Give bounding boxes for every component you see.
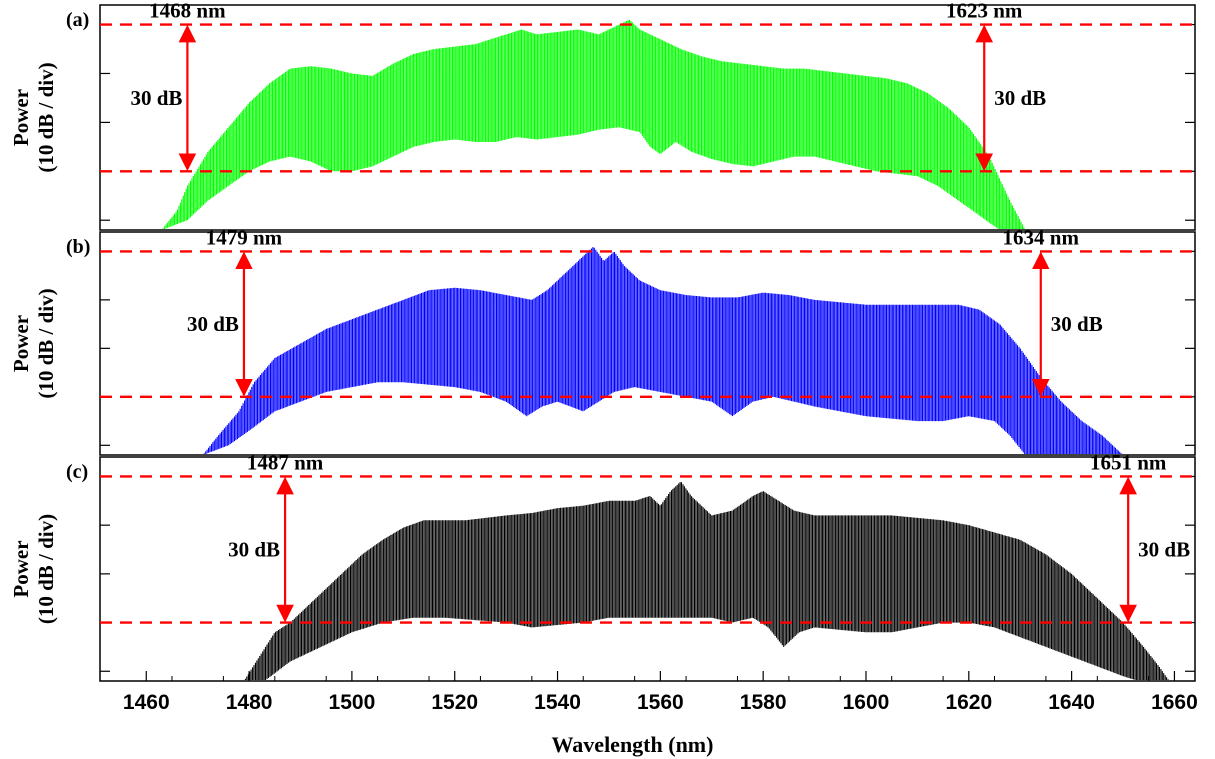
y-axis-label-line2: (10 dB / div): [34, 514, 58, 624]
x-tick-label: 1580: [740, 691, 787, 714]
y-axis-label-line1: Power: [9, 315, 33, 372]
spectrum-trace: [203, 247, 1122, 454]
spectrum-trace: [162, 19, 1025, 229]
x-axis-label: Wavelength (nm): [552, 732, 714, 757]
panel-frame: [99, 456, 1196, 682]
right-delta-label: 30 dB: [1138, 538, 1190, 562]
x-tick-label: 1560: [637, 691, 684, 714]
x-tick-label: 1520: [431, 691, 478, 714]
x-tick-label: 1500: [329, 691, 376, 714]
left-delta-label: 30 dB: [187, 312, 239, 336]
x-tick-label: 1480: [226, 691, 273, 714]
panel-label: (b): [66, 236, 90, 258]
y-axis-label-line1: Power: [9, 540, 33, 597]
right-wavelength-label: 1623 nm: [946, 0, 1023, 23]
y-axis-label: Power (10 dB / div): [9, 288, 58, 398]
y-axis-label-line2: (10 dB / div): [34, 62, 58, 172]
spectrum-trace: [244, 482, 1169, 680]
left-delta-label: 30 dB: [130, 86, 182, 110]
x-tick-label: 1620: [945, 691, 992, 714]
y-axis-label: Power (10 dB / div): [9, 514, 58, 624]
panel-frame: [99, 231, 1196, 456]
x-axis: 1460 1480 1500 1520 1540 1560 1580 1600 1620 1640…: [123, 671, 1198, 757]
panel-frame: [99, 4, 1196, 231]
x-tick-label: 1460: [123, 691, 170, 714]
left-wavelength-label: 1468 nm: [149, 0, 226, 23]
panel-1: 1468 nm 30 dB 1623 nm 30 dB (a) Power (10 dB /…: [9, 0, 1196, 231]
right-delta-label: 30 dB: [994, 86, 1046, 110]
x-tick-label: 1540: [534, 691, 581, 714]
spectrum-lines: [244, 482, 1169, 680]
left-delta-label: 30 dB: [228, 538, 280, 562]
y-axis-label: Power (10 dB / div): [9, 62, 58, 172]
panel-2: 1479 nm 30 dB 1634 nm 30 dB (b) Power (10 dB /…: [9, 225, 1196, 456]
right-wavelength-label: 1634 nm: [1003, 225, 1080, 249]
left-wavelength-label: 1487 nm: [247, 450, 324, 474]
left-wavelength-label: 1479 nm: [206, 225, 283, 249]
right-wavelength-label: 1651 nm: [1090, 450, 1167, 474]
y-axis-label-line1: Power: [9, 89, 33, 146]
y-axis-label-line2: (10 dB / div): [34, 288, 58, 398]
x-tick-label: 1600: [843, 691, 890, 714]
panel-label: (c): [66, 461, 88, 483]
right-delta-label: 30 dB: [1051, 312, 1103, 336]
x-tick-label: 1660: [1151, 691, 1198, 714]
panel-3: 1487 nm 30 dB 1651 nm 30 dB (c) Power (10 dB /…: [9, 450, 1196, 682]
spectrum-lines: [203, 247, 1122, 454]
spectrum-lines: [162, 19, 1025, 229]
x-tick-label: 1640: [1048, 691, 1095, 714]
panel-label: (a): [66, 9, 89, 31]
